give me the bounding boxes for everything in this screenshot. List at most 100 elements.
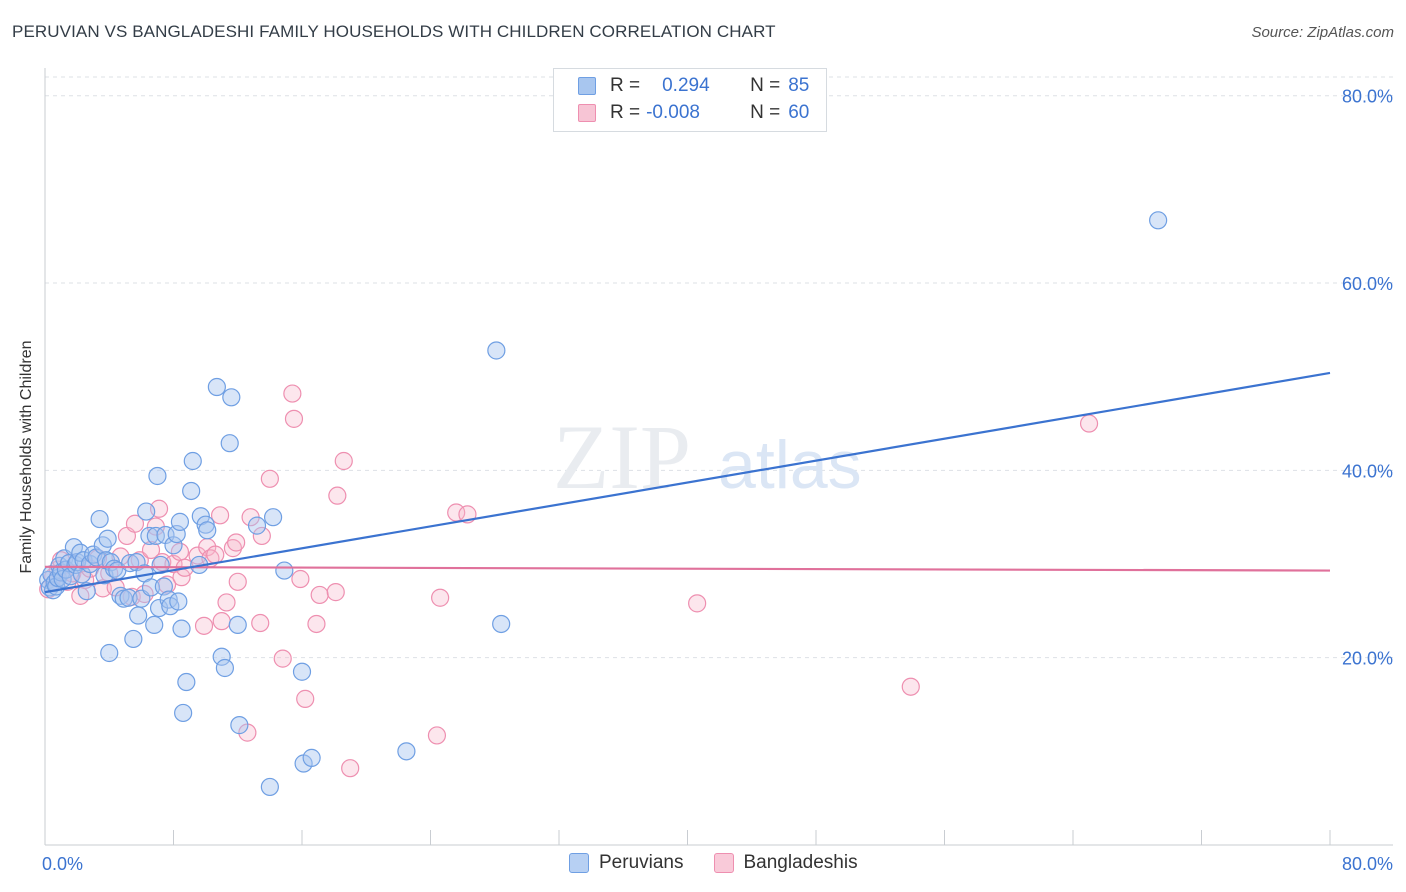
legend-r-value: -0.008 xyxy=(646,102,700,123)
legend-label-peruvians: Peruvians xyxy=(599,852,684,873)
chart-title: PERUVIAN VS BANGLADESHI FAMILY HOUSEHOLD… xyxy=(12,22,776,41)
peruvian-point xyxy=(119,588,138,607)
watermark-zip: ZIP xyxy=(553,406,691,508)
peruvian-point xyxy=(1149,211,1168,230)
peruvian-point xyxy=(146,526,165,546)
peruvian-point xyxy=(77,582,96,601)
bangladeshi-point xyxy=(307,614,326,634)
legend-swatch-peruvians xyxy=(569,853,589,873)
legend-label-bangladeshis: Bangladeshis xyxy=(743,852,858,873)
bangladeshi-trend-line xyxy=(44,565,1331,572)
bangladeshi-point xyxy=(1079,414,1099,433)
legend-n-value: 85 xyxy=(788,75,810,96)
y-tick-label: 60.0% xyxy=(1342,274,1393,294)
bangladeshi-point xyxy=(252,526,271,546)
legend-item-peruvians[interactable]: Peruvians xyxy=(569,852,684,874)
y-tick-label: 40.0% xyxy=(1342,461,1393,481)
peruvian-point xyxy=(98,529,117,548)
peruvian-point xyxy=(263,508,283,527)
legend-r-label: R = xyxy=(610,102,641,123)
peruvian-point xyxy=(222,388,241,407)
watermark: ZIP atlas xyxy=(553,406,862,508)
peruvian-point xyxy=(228,615,247,635)
legend-row-bangladeshis: R = -0.008 N = 60 xyxy=(578,102,809,124)
peruvian-point xyxy=(302,748,321,767)
bangladeshi-point xyxy=(125,514,145,533)
peruvian-point xyxy=(182,481,201,501)
x-tick-label: 80.0% xyxy=(1342,854,1393,874)
peruvian-point xyxy=(230,716,249,735)
bangladeshi-point xyxy=(251,613,270,633)
legend-n-label: N = xyxy=(750,102,781,123)
y-axis-label: Family Households with Children xyxy=(18,340,35,574)
bangladeshi-point xyxy=(688,594,707,613)
peruvian-point xyxy=(148,466,167,486)
bangladeshi-point xyxy=(194,616,214,635)
legend-r-label: R = xyxy=(610,75,641,96)
peruvian-point xyxy=(177,672,196,692)
peruvian-point xyxy=(397,742,416,761)
bangladeshi-point xyxy=(212,612,231,631)
bangladeshi-point xyxy=(273,649,292,668)
peruvian-point xyxy=(104,559,124,578)
series-legend: Peruvians Bangladeshis xyxy=(569,852,888,874)
bangladeshi-point xyxy=(291,569,310,589)
bangladeshi-point xyxy=(341,759,360,778)
peruvian-point xyxy=(172,619,191,638)
y-tick-label: 80.0% xyxy=(1342,87,1393,107)
bangladeshi-point xyxy=(310,585,329,605)
peruvian-point xyxy=(212,647,231,666)
y-tick-label: 20.0% xyxy=(1342,649,1393,669)
legend-row-peruvians: R = 0.294 N = 85 xyxy=(578,75,809,97)
bangladeshi-point xyxy=(217,593,236,612)
peruvian-point xyxy=(169,592,188,611)
peruvian-point xyxy=(292,662,312,681)
source-credit: Source: ZipAtlas.com xyxy=(1251,24,1394,41)
peruvian-point xyxy=(275,561,294,580)
peruvian-point xyxy=(207,377,226,397)
peruvian-point xyxy=(145,615,164,635)
peruvian-point xyxy=(183,451,202,471)
peruvian-point xyxy=(198,521,217,540)
legend-r-value: 0.294 xyxy=(662,75,710,96)
bangladeshi-point xyxy=(296,689,315,708)
bangladeshi-point xyxy=(901,677,920,696)
peruvian-point xyxy=(137,502,156,521)
legend-n-value: 60 xyxy=(788,102,810,123)
peruvian-trend-line xyxy=(44,371,1331,594)
peruvian-point xyxy=(164,536,183,555)
bangladeshi-point xyxy=(334,451,353,471)
x-tick-label: 0.0% xyxy=(42,854,83,874)
bangladeshi-point xyxy=(228,572,247,591)
peruvian-point xyxy=(247,516,267,535)
bangladeshi-point xyxy=(227,533,246,552)
peruvian-point xyxy=(487,341,506,360)
bangladeshi-point xyxy=(260,469,279,488)
legend-swatch-pink xyxy=(578,104,596,122)
peruvian-point xyxy=(170,512,190,531)
peruvian-point xyxy=(90,509,109,529)
peruvian-point xyxy=(215,658,234,678)
bangladeshi-point xyxy=(431,588,450,607)
bangladeshi-point xyxy=(206,545,225,564)
bangladeshi-point xyxy=(326,583,345,602)
tick-labels: 20.0% 40.0% 60.0% 80.0% 0.0% 80.0% xyxy=(42,87,1393,874)
bangladeshi-point xyxy=(328,486,347,505)
bangladeshi-point xyxy=(427,726,447,745)
peruvian-point xyxy=(129,606,148,625)
bangladeshi-point xyxy=(223,539,243,558)
legend-n-label: N = xyxy=(750,75,781,96)
legend-item-bangladeshis[interactable]: Bangladeshis xyxy=(713,852,858,874)
legend-swatch-bangladeshis xyxy=(713,853,734,873)
peruvian-point xyxy=(260,777,279,797)
bangladeshi-point xyxy=(210,506,230,525)
peruvian-point xyxy=(140,526,159,546)
stats-legend: R = 0.294 N = 85 R = -0.008 N = 60 xyxy=(553,68,827,132)
bangladeshi-point xyxy=(283,384,302,403)
peruvian-point xyxy=(492,614,511,634)
bangladeshi-point xyxy=(141,540,161,560)
peruvian-point xyxy=(100,643,119,663)
legend-swatch-blue xyxy=(578,77,596,95)
peruvian-points xyxy=(39,211,1168,797)
